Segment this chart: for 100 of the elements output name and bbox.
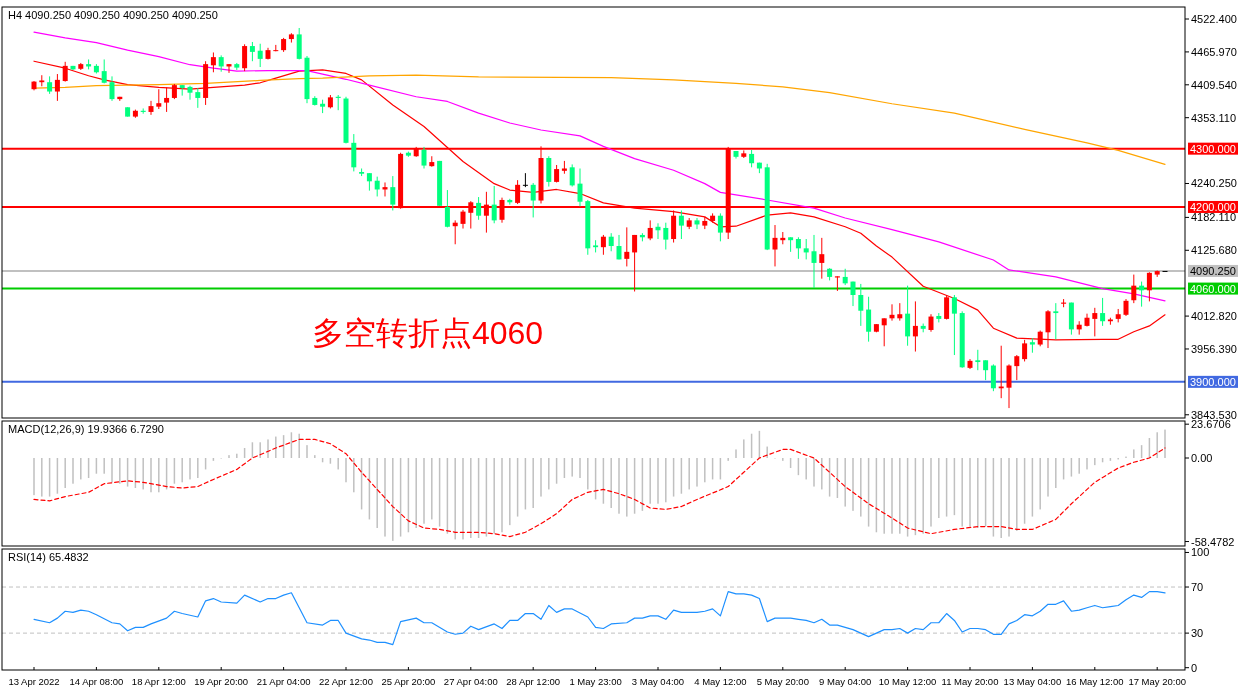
y-tick-label: 4125.680 bbox=[1191, 244, 1237, 257]
candlestick bbox=[905, 285, 911, 347]
candlestick bbox=[1006, 363, 1012, 409]
candlestick bbox=[546, 155, 552, 188]
candlestick bbox=[257, 43, 263, 68]
x-tick-label: 22 Apr 12:00 bbox=[319, 676, 373, 687]
candlestick bbox=[109, 75, 115, 102]
candlestick bbox=[577, 167, 583, 207]
x-tick-label: 17 May 20:00 bbox=[1128, 676, 1186, 687]
y-tick-label: 0 bbox=[1191, 661, 1198, 674]
candlestick bbox=[1100, 297, 1106, 327]
annotation: 多空转折点4060 bbox=[311, 315, 544, 352]
candlestick bbox=[866, 296, 872, 343]
candlestick bbox=[1146, 271, 1152, 302]
x-tick-label: 28 Apr 12:00 bbox=[506, 676, 561, 687]
candlestick bbox=[569, 163, 575, 188]
x-tick-label: 25 Apr 20:00 bbox=[381, 676, 436, 687]
candlestick bbox=[717, 212, 723, 242]
candlestick bbox=[811, 234, 817, 289]
candlestick bbox=[990, 363, 996, 392]
chart-title: H4 4090.250 4090.250 4090.250 4090.250 bbox=[8, 9, 218, 21]
y-tick-label: 100 bbox=[1191, 546, 1210, 559]
candlestick bbox=[795, 236, 801, 260]
y-tick-label: 4240.250 bbox=[1191, 177, 1237, 190]
candlestick bbox=[624, 226, 630, 267]
candlestick bbox=[1014, 354, 1020, 381]
candlestick bbox=[632, 234, 638, 292]
x-tick-label: 9 May 04:00 bbox=[819, 676, 872, 687]
y-tick-label: 4522.400 bbox=[1191, 13, 1237, 26]
x-tick-label: 16 May 12:00 bbox=[1066, 676, 1124, 687]
y-tick-label: 4012.820 bbox=[1191, 310, 1237, 323]
candlestick bbox=[210, 51, 216, 73]
y-tick-label: -58.4782 bbox=[1191, 535, 1235, 548]
y-tick-label: 3843.530 bbox=[1191, 408, 1237, 421]
y-tick-label: 30 bbox=[1191, 627, 1204, 640]
line-series bbox=[33, 591, 1166, 646]
candlestick bbox=[1053, 302, 1059, 340]
candlestick bbox=[374, 176, 380, 197]
candlestick bbox=[772, 224, 778, 267]
candlestick bbox=[444, 189, 450, 228]
y-tick-label: 4465.970 bbox=[1191, 45, 1237, 58]
candlestick bbox=[530, 182, 536, 218]
candlestick bbox=[671, 209, 677, 244]
y-tick-label: 4182.110 bbox=[1191, 211, 1237, 224]
y-tick-label: 4409.540 bbox=[1191, 78, 1237, 91]
candlestick bbox=[944, 294, 950, 320]
x-tick-label: 1 May 23:00 bbox=[569, 676, 622, 687]
ref-line-label: 4090.250 bbox=[1190, 264, 1236, 277]
candlestick bbox=[647, 219, 653, 241]
x-tick-label: 19 Apr 20:00 bbox=[194, 676, 249, 687]
x-tick-label: 27 Apr 04:00 bbox=[443, 676, 498, 687]
candlestick bbox=[1092, 307, 1098, 337]
ref-line-label: 4300.000 bbox=[1190, 142, 1236, 155]
candlestick bbox=[164, 86, 170, 113]
candlestick bbox=[195, 87, 201, 109]
candlestick bbox=[881, 317, 887, 347]
x-tick-label: 14 Apr 08:00 bbox=[69, 676, 124, 687]
candlestick bbox=[858, 283, 864, 327]
y-tick-label: 4353.110 bbox=[1191, 111, 1237, 124]
candlestick bbox=[515, 179, 521, 205]
candlestick bbox=[912, 300, 918, 353]
candlestick bbox=[242, 43, 248, 72]
candlestick bbox=[803, 238, 809, 260]
y-tick-label: 23.6706 bbox=[1191, 418, 1231, 431]
y-tick-label: 70 bbox=[1191, 581, 1204, 594]
candlestick bbox=[1131, 274, 1137, 304]
x-tick-label: 3 May 04:00 bbox=[631, 676, 685, 687]
candlestick bbox=[421, 146, 427, 169]
candlestick bbox=[983, 359, 989, 381]
x-tick-label: 13 May 04:00 bbox=[1003, 676, 1062, 687]
candlestick bbox=[951, 294, 957, 356]
x-tick-label: 13 Apr 2022 bbox=[8, 676, 60, 687]
candlestick bbox=[148, 100, 154, 116]
candlestick bbox=[390, 175, 396, 211]
x-tick-label: 5 May 20:00 bbox=[756, 676, 809, 687]
candlestick bbox=[678, 209, 684, 240]
candlestick bbox=[249, 41, 255, 62]
candlestick bbox=[975, 349, 981, 371]
chart-title: MACD(12,26,9) 19.9366 6.7290 bbox=[8, 423, 164, 435]
candlestick bbox=[600, 234, 606, 256]
ref-line-label: 4060.000 bbox=[1190, 282, 1236, 295]
candlestick bbox=[522, 172, 528, 188]
candlestick bbox=[54, 73, 60, 102]
candlestick bbox=[819, 237, 825, 280]
candlestick bbox=[608, 232, 614, 252]
candlestick bbox=[156, 88, 162, 110]
ref-line-label: 3900.000 bbox=[1190, 375, 1236, 388]
candlestick bbox=[850, 281, 856, 307]
ref-line-label: 4200.000 bbox=[1190, 200, 1236, 213]
candlestick bbox=[187, 85, 193, 101]
y-tick-label: 3956.390 bbox=[1191, 342, 1237, 355]
x-tick-label: 10 May 12:00 bbox=[878, 676, 937, 687]
y-tick-label: 0.00 bbox=[1191, 452, 1213, 464]
candlestick bbox=[476, 196, 482, 221]
candlestick bbox=[491, 185, 497, 224]
chart-title: RSI(14) 65.4832 bbox=[8, 551, 89, 563]
x-tick-label: 4 May 12:00 bbox=[694, 676, 747, 687]
line-series bbox=[33, 31, 1166, 302]
candlestick bbox=[694, 217, 700, 230]
candlestick bbox=[663, 222, 669, 251]
